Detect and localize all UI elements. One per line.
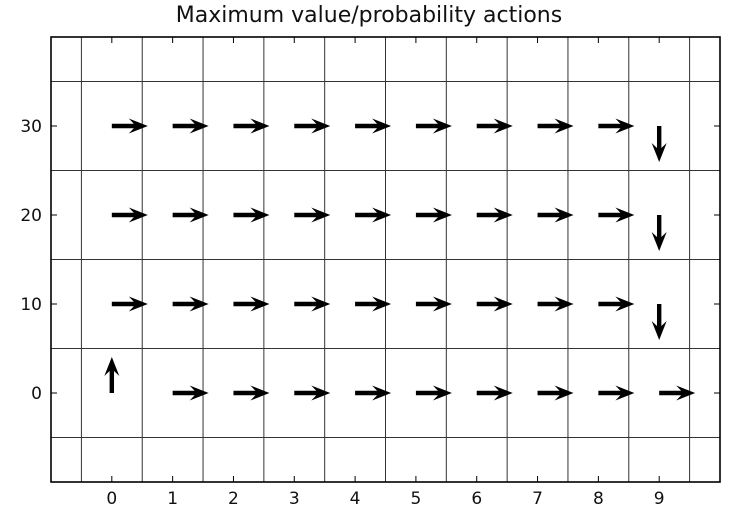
arrow-right [476,118,513,134]
x-tick-label: 3 [289,489,300,509]
arrow-right [476,207,513,223]
arrow-right [415,118,452,134]
y-tick-label: 30 [20,117,42,137]
chart-title: Maximum value/probability actions [175,3,563,28]
arrow-right [355,296,392,312]
arrow-right [598,385,635,401]
arrow-right [598,207,635,223]
x-tick-label: 4 [350,489,361,509]
arrow-right [294,385,331,401]
arrow-down [651,215,667,251]
arrow-right [355,118,392,134]
arrow-right [537,385,574,401]
arrow-right [233,207,270,223]
arrow-down [651,304,667,340]
arrow-right [415,207,452,223]
arrow-right [659,385,696,401]
arrow-right [294,118,331,134]
arrow-right [172,118,209,134]
x-tick-label: 0 [106,489,117,509]
x-tick-label: 8 [593,489,604,509]
x-tick-label: 1 [167,489,178,509]
arrow-field [104,118,696,401]
x-tick-label: 7 [532,489,543,509]
grid-lines [51,37,720,482]
arrow-right [172,385,209,401]
arrow-right [233,385,270,401]
arrow-right [476,385,513,401]
arrow-right [172,207,209,223]
x-tick-label: 2 [228,489,239,509]
arrow-right [111,207,148,223]
axis-ticks [51,37,720,482]
arrow-right [537,296,574,312]
arrow-right [172,296,209,312]
arrow-right [355,385,392,401]
arrow-right [233,118,270,134]
arrow-right [355,207,392,223]
arrow-right [415,296,452,312]
y-tick-label: 20 [20,206,42,226]
arrow-right [294,296,331,312]
plot-frame [50,36,721,483]
tick-labels: 0 1 2 3 4 5 6 7 8 9 0 10 20 30 [20,117,664,509]
arrow-right [598,296,635,312]
y-tick-label: 0 [31,384,42,404]
arrow-right [233,296,270,312]
arrow-down [651,126,667,162]
arrow-right [476,296,513,312]
arrow-right [537,118,574,134]
x-tick-label: 9 [654,489,665,509]
arrow-up [104,357,120,393]
x-tick-label: 6 [471,489,482,509]
y-tick-label: 10 [20,295,42,315]
arrow-right [415,385,452,401]
x-tick-label: 5 [410,489,421,509]
arrow-right [537,207,574,223]
arrow-right [294,207,331,223]
arrow-right [111,118,148,134]
arrow-right [111,296,148,312]
arrow-right [598,118,635,134]
